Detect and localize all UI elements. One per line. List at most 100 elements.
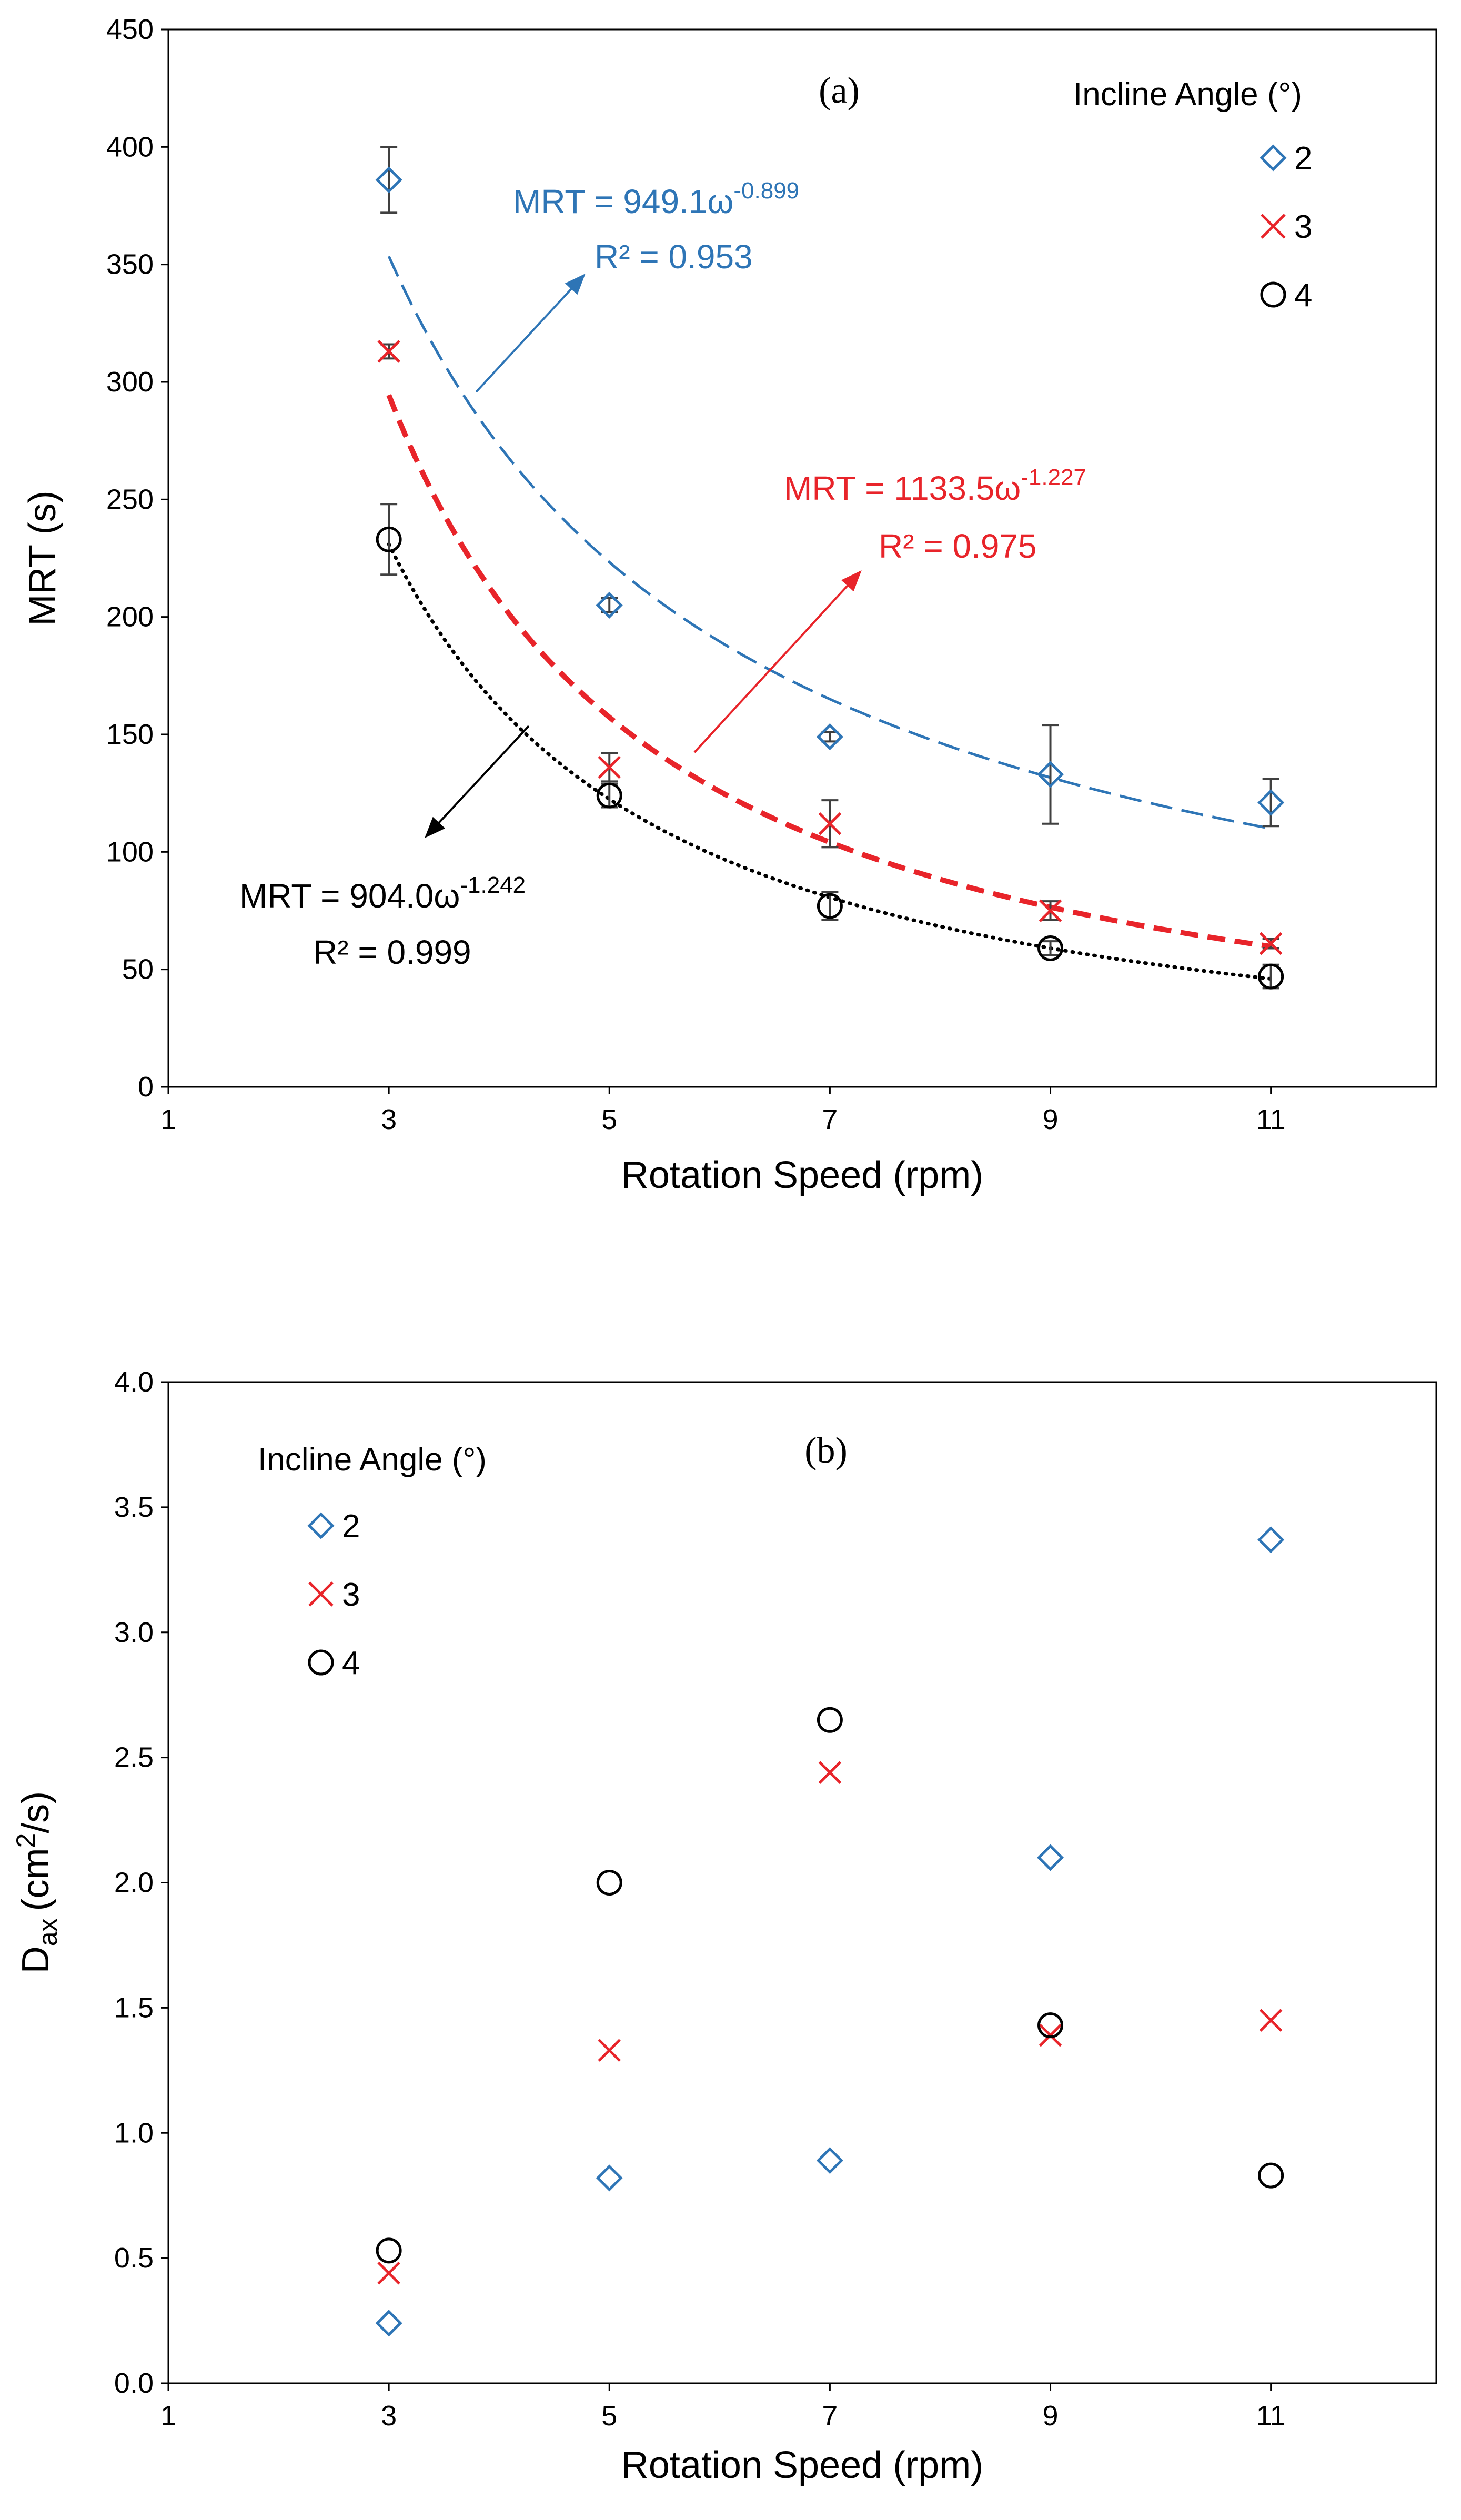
- x-tick-label: 9: [1042, 1104, 1058, 1135]
- y-tick-label: 400: [106, 131, 154, 163]
- a-eq-black-r2: R² = 0.999: [313, 933, 471, 971]
- data-point-4: [376, 526, 402, 552]
- b-y-axis-title: Dax(cm2/s): [11, 1791, 63, 1974]
- y-tick-label: 3.0: [114, 1617, 154, 1648]
- error-bar: [1042, 940, 1059, 956]
- data-point-4: [1258, 2162, 1284, 2189]
- a-eq-red-text: MRT = 1133.5ω: [784, 469, 1021, 507]
- legend-marker-2: [307, 1512, 335, 1539]
- a-eq-black-arrow: [425, 725, 530, 838]
- y-tick-label: 0: [138, 1071, 154, 1103]
- data-point-4: [596, 782, 622, 809]
- y-tick-label: 2.5: [114, 1742, 154, 1773]
- data-point-3: [377, 340, 400, 363]
- data-point-3: [1039, 899, 1062, 922]
- y-tick-label: 350: [106, 249, 154, 280]
- b-x-axis-title: Rotation Speed (rpm): [621, 2444, 983, 2486]
- legend-marker-3: [1261, 214, 1286, 239]
- chart-b: 0.00.51.01.52.02.53.03.54.0 1 3 5 7 9 11 (b) …: [11, 1366, 1437, 2486]
- data-point-2: [596, 2164, 623, 2192]
- legend-marker-4: [308, 1649, 334, 1676]
- error-bar: [821, 891, 839, 921]
- x-tick-label: 9: [1042, 2400, 1058, 2432]
- a-eq-black-text: MRT = 904.0ω: [239, 877, 460, 915]
- a-eq-blue-r2: R² = 0.953: [595, 238, 753, 276]
- y-tick-label: 3.5: [114, 1491, 154, 1523]
- error-bar: [821, 731, 839, 743]
- data-point-3: [598, 755, 621, 779]
- error-bar: [1262, 963, 1279, 990]
- panel-b-label: (b): [804, 1430, 848, 1471]
- b-legend-title: Incline Angle (°): [258, 1442, 487, 1478]
- data-point-2: [375, 2310, 402, 2337]
- y-tick-label: 1.5: [114, 1992, 154, 2023]
- x-tick-label: 1: [160, 2400, 176, 2432]
- y-tick-label: 150: [106, 719, 154, 750]
- data-point-4: [1037, 935, 1064, 961]
- legend-label-4: 4: [342, 1645, 360, 1681]
- a-y-axis-title: MRT (s): [22, 490, 64, 626]
- y-tick-label: 300: [106, 366, 154, 398]
- legend-label-2: 2: [1294, 140, 1312, 177]
- x-tick-label: 3: [381, 1104, 397, 1135]
- data-point-2: [375, 166, 402, 194]
- error-bar: [601, 782, 618, 809]
- error-bar: [1042, 724, 1059, 825]
- svg-text:MRT = 904.0ω-1.242: MRT = 904.0ω-1.242: [239, 872, 526, 915]
- y-tick-label: 4.0: [114, 1366, 154, 1398]
- legend-label-4: 4: [1294, 277, 1312, 314]
- a-eq-blue-arrow: [475, 274, 586, 393]
- legend-marker-3: [308, 1581, 334, 1607]
- y-tick-label: 100: [106, 836, 154, 868]
- error-bar: [380, 146, 398, 214]
- data-point-2: [596, 591, 623, 619]
- a-eq-blue-text: MRT = 949.1ω: [513, 183, 733, 220]
- y-tick-label: 200: [106, 601, 154, 633]
- data-point-2: [816, 723, 843, 751]
- data-point-3: [818, 1761, 842, 1784]
- y-tick-label: 0.5: [114, 2242, 154, 2274]
- data-point-4: [817, 1707, 843, 1733]
- y-tick-label: 250: [106, 483, 154, 515]
- x-tick-label: 11: [1256, 2400, 1286, 2432]
- x-tick-label: 7: [822, 2400, 838, 2432]
- data-point-3: [818, 812, 842, 835]
- legend-marker-4: [1260, 281, 1286, 308]
- x-tick-label: 3: [381, 2400, 397, 2432]
- y-tick-label: 450: [106, 14, 154, 45]
- y-tick-label: 2.0: [114, 1867, 154, 1899]
- a-eq-red-exp: -1.227: [1021, 465, 1086, 490]
- b-legend: Incline Angle (°) 2 3 4: [258, 1442, 487, 1681]
- x-tick-label: 1: [160, 1104, 176, 1135]
- svg-text:MRT = 1133.5ω-1.227: MRT = 1133.5ω-1.227: [784, 465, 1086, 507]
- a-x-axis-title: Rotation Speed (rpm): [621, 1154, 983, 1196]
- svg-text:MRT = 949.1ω-0.899: MRT = 949.1ω-0.899: [513, 178, 799, 220]
- data-point-4: [1258, 963, 1284, 990]
- a-eq-red-r2: R² = 0.975: [879, 527, 1037, 565]
- a-eq-black-exp: -1.242: [460, 872, 526, 898]
- a-eq-black: MRT = 904.0ω-1.242 R² = 0.999: [239, 725, 530, 971]
- data-point-2: [1036, 1844, 1064, 1871]
- data-point-2: [1257, 1526, 1285, 1554]
- panel-a-label: (a): [819, 70, 860, 111]
- data-point-4: [1037, 2012, 1064, 2039]
- data-point-4: [376, 2237, 402, 2264]
- fit-curve-2: [387, 256, 1272, 830]
- data-point-3: [598, 2039, 621, 2062]
- legend-label-2: 2: [342, 1508, 360, 1545]
- data-point-2: [1036, 761, 1064, 788]
- x-tick-label: 7: [822, 1104, 838, 1135]
- a-legend: Incline Angle (°) 2 3 4: [1073, 76, 1312, 314]
- error-bar: [1262, 778, 1279, 828]
- a-legend-title: Incline Angle (°): [1073, 76, 1302, 113]
- error-bar: [380, 503, 398, 576]
- y-tick-label: 0.0: [114, 2367, 154, 2399]
- data-point-3: [377, 2261, 400, 2285]
- a-eq-red: MRT = 1133.5ω-1.227 R² = 0.975: [693, 465, 1086, 753]
- data-point-3: [1259, 932, 1283, 955]
- data-point-4: [817, 893, 843, 919]
- y-tick-label: 1.0: [114, 2117, 154, 2149]
- x-tick-label: 5: [601, 1104, 617, 1135]
